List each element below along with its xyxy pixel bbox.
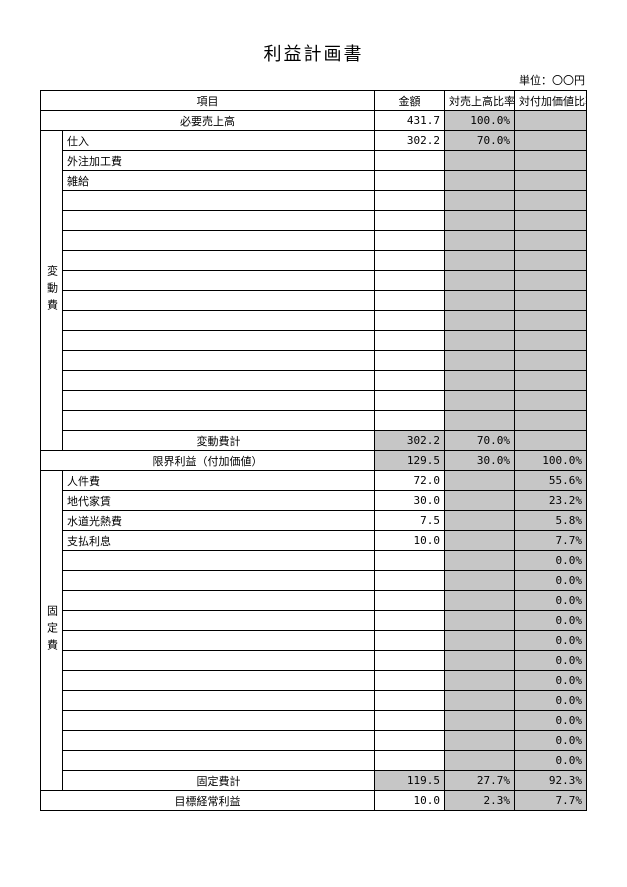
fixed-row: 地代家賃30.023.2% — [41, 491, 587, 511]
fixed-row: 0.0% — [41, 591, 587, 611]
fixed-row: 0.0% — [41, 651, 587, 671]
variable-row — [41, 411, 587, 431]
variable-row — [41, 291, 587, 311]
fixed-row: 0.0% — [41, 711, 587, 731]
category-fixed: 固定費 — [41, 471, 63, 791]
header-amount: 金額 — [375, 91, 445, 111]
variable-row — [41, 371, 587, 391]
unit-label: 単位：〇〇円 — [40, 72, 587, 88]
fixed-row: 0.0% — [41, 751, 587, 771]
variable-row — [41, 271, 587, 291]
header-sales-ratio: 対売上高比率 — [445, 91, 515, 111]
header-item: 項目 — [41, 91, 375, 111]
variable-row — [41, 391, 587, 411]
variable-row — [41, 231, 587, 251]
document-title: 利益計画書 — [40, 40, 587, 66]
variable-row: 外注加工費 — [41, 151, 587, 171]
fixed-row: 0.0% — [41, 551, 587, 571]
variable-subtotal: 変動費計302.270.0% — [41, 431, 587, 451]
category-variable: 変動費 — [41, 131, 63, 451]
variable-row — [41, 331, 587, 351]
fixed-row: 0.0% — [41, 671, 587, 691]
header-value-ratio: 対付加価値比率 — [515, 91, 587, 111]
fixed-row: 水道光熱費7.55.8% — [41, 511, 587, 531]
fixed-row: 0.0% — [41, 571, 587, 591]
fixed-row: 0.0% — [41, 731, 587, 751]
fixed-row: 0.0% — [41, 691, 587, 711]
variable-row — [41, 351, 587, 371]
row-required-sales: 必要売上高431.7100.0% — [41, 111, 587, 131]
variable-row — [41, 311, 587, 331]
fixed-subtotal: 固定費計119.527.7%92.3% — [41, 771, 587, 791]
variable-row: 変動費仕入302.270.0% — [41, 131, 587, 151]
fixed-row: 0.0% — [41, 611, 587, 631]
row-marginal-profit: 限界利益（付加価値）129.530.0%100.0% — [41, 451, 587, 471]
variable-row: 雑給 — [41, 171, 587, 191]
variable-row — [41, 191, 587, 211]
variable-row — [41, 211, 587, 231]
variable-row — [41, 251, 587, 271]
fixed-row: 0.0% — [41, 631, 587, 651]
profit-plan-table: 項目金額対売上高比率対付加価値比率必要売上高431.7100.0%変動費仕入30… — [40, 90, 587, 811]
fixed-row: 支払利息10.07.7% — [41, 531, 587, 551]
fixed-row: 固定費人件費72.055.6% — [41, 471, 587, 491]
row-target-profit: 目標経常利益10.02.3%7.7% — [41, 791, 587, 811]
